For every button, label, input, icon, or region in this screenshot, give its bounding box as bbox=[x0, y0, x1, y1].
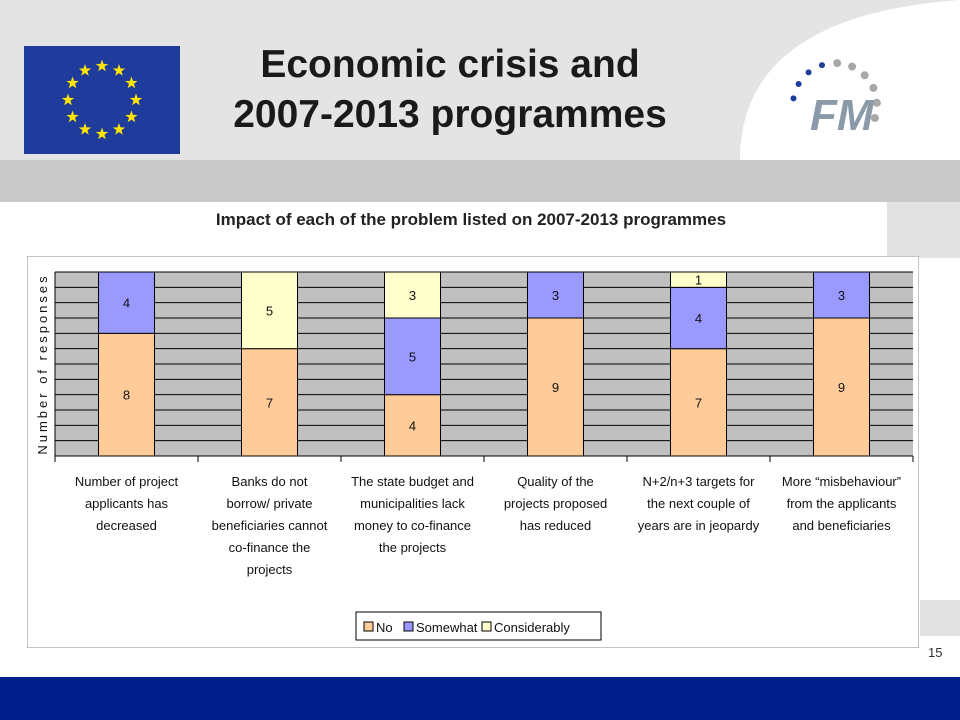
legend-box bbox=[355, 611, 602, 641]
category-label: projects proposed bbox=[504, 496, 607, 511]
bar-segment-no bbox=[384, 394, 441, 457]
flag-star-icon bbox=[66, 76, 79, 89]
data-label: 3 bbox=[838, 288, 845, 303]
bar-segment-somewhat bbox=[384, 317, 441, 396]
data-label: 1 bbox=[695, 273, 702, 288]
stacked-bar-chart: 8 4 7 5 4 5 3 9 3 7 4 1 9 3 Number of project applican… bbox=[27, 256, 919, 648]
legend-label: Considerably bbox=[494, 620, 570, 635]
side-decoration bbox=[887, 202, 960, 258]
logo-dot bbox=[790, 95, 797, 102]
data-label: 8 bbox=[123, 388, 130, 403]
logo-dot bbox=[860, 71, 869, 80]
category-label: N+2/n+3 targets for bbox=[642, 474, 755, 489]
bar-segment-somewhat bbox=[98, 271, 155, 334]
flag-star-icon bbox=[78, 122, 92, 135]
flag-star-icon bbox=[95, 59, 109, 72]
category-label: years are in jeopardy bbox=[638, 518, 760, 533]
bar-segment-considerably bbox=[241, 271, 298, 350]
bar-segment-somewhat bbox=[527, 271, 584, 319]
divider-band bbox=[0, 160, 960, 202]
bar-segment-somewhat bbox=[813, 271, 870, 319]
chart-legend: No Somewhat Considerably bbox=[355, 611, 602, 641]
flag-star-icon bbox=[125, 110, 138, 123]
data-label: 5 bbox=[266, 303, 273, 318]
logo-dot bbox=[795, 81, 802, 87]
category-label: Banks do not bbox=[232, 474, 308, 489]
flag-star-icon bbox=[61, 93, 75, 106]
header-curve-decoration bbox=[740, 0, 960, 160]
category-label: money to co-finance bbox=[354, 518, 471, 533]
legend-label: No bbox=[376, 620, 393, 635]
flag-star-icon bbox=[78, 64, 92, 76]
flag-star-icon bbox=[125, 76, 138, 89]
bar-segment-considerably bbox=[384, 271, 441, 319]
data-label: 9 bbox=[552, 380, 559, 395]
legend-swatch-no bbox=[363, 621, 374, 632]
category-label: Number of project bbox=[75, 474, 179, 489]
eu-flag-logo bbox=[24, 46, 180, 154]
category-label: beneficiaries cannot bbox=[212, 518, 328, 533]
footer-bar bbox=[0, 677, 960, 720]
bar-segment-considerably bbox=[670, 271, 727, 288]
slide-title: Economic crisis and 2007-2013 programmes bbox=[190, 40, 710, 140]
y-axis-label: Number of responses bbox=[35, 273, 50, 454]
slide-title-line-1: Economic crisis and bbox=[260, 43, 640, 86]
logo-dot bbox=[872, 98, 881, 107]
bar-segment-somewhat bbox=[670, 286, 727, 350]
category-label: has reduced bbox=[520, 518, 592, 533]
side-decoration-lower bbox=[920, 600, 960, 636]
slide-number: 15 bbox=[928, 645, 943, 660]
logo-dot bbox=[805, 69, 812, 76]
flag-star-icon bbox=[112, 122, 126, 135]
logo-text: FM bbox=[810, 91, 875, 140]
category-label: and beneficiaries bbox=[792, 518, 891, 533]
category-label: municipalities lack bbox=[360, 496, 465, 511]
bar-segment-no bbox=[813, 317, 870, 457]
legend-swatch-somewhat bbox=[403, 621, 414, 632]
category-label: applicants has bbox=[85, 496, 169, 511]
legend-swatch-considerably bbox=[481, 621, 492, 632]
logo-dot bbox=[833, 59, 842, 68]
flag-star-icon bbox=[129, 93, 143, 106]
data-label: 3 bbox=[552, 288, 559, 303]
data-label: 4 bbox=[409, 418, 416, 433]
flag-star-icon bbox=[112, 64, 126, 76]
logo-dot bbox=[870, 114, 879, 122]
category-label: More “misbehaviour” bbox=[782, 474, 901, 489]
category-label: the next couple of bbox=[647, 496, 750, 511]
chart-subtitle: Impact of each of the problem listed on … bbox=[215, 210, 727, 229]
category-label: decreased bbox=[96, 518, 157, 533]
category-label: borrow/ private bbox=[227, 496, 313, 511]
flag-star-icon bbox=[66, 110, 79, 123]
fm-logo: FM bbox=[790, 59, 881, 140]
flag-star-icon bbox=[95, 127, 109, 140]
category-label: projects bbox=[247, 562, 293, 577]
data-label: 4 bbox=[123, 296, 130, 311]
category-label: co-finance the bbox=[229, 540, 311, 555]
data-label: 4 bbox=[695, 311, 702, 326]
category-label: Quality of the bbox=[517, 474, 594, 489]
legend-label: Somewhat bbox=[416, 620, 478, 635]
data-label: 7 bbox=[266, 395, 273, 410]
category-label: the projects bbox=[379, 540, 447, 555]
data-label: 9 bbox=[838, 380, 845, 395]
bar-segment-no bbox=[241, 348, 298, 457]
logo-dot bbox=[819, 62, 825, 69]
logo-dot bbox=[869, 83, 878, 92]
data-label: 7 bbox=[695, 395, 702, 410]
category-label: from the applicants bbox=[787, 496, 897, 511]
data-label: 5 bbox=[409, 349, 416, 364]
data-label: 3 bbox=[409, 288, 416, 303]
slide-title-line-2: 2007-2013 programmes bbox=[233, 93, 667, 136]
logo-dot bbox=[848, 62, 857, 71]
category-label: The state budget and bbox=[351, 474, 474, 489]
